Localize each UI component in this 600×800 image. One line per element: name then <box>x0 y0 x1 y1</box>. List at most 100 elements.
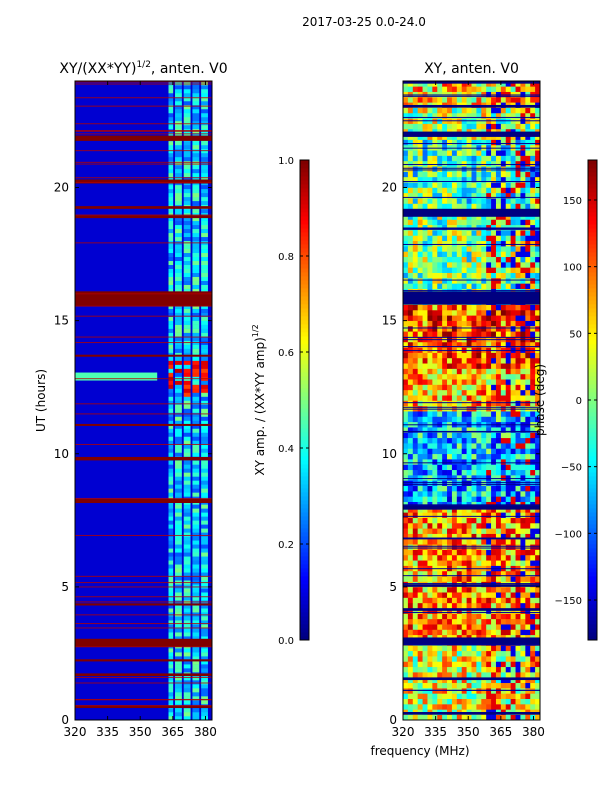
phase-cell <box>530 522 536 529</box>
phase-cell <box>476 698 482 705</box>
phase-cell <box>520 176 526 183</box>
phase-cell <box>471 384 477 391</box>
phase-cell <box>442 251 448 258</box>
phase-cell <box>437 331 443 337</box>
amp-column-cell <box>183 280 191 285</box>
phase-cell <box>505 629 511 636</box>
phase-cell <box>476 341 482 348</box>
phase-cell <box>495 389 502 396</box>
phase-cell <box>432 331 438 337</box>
phase-cell <box>491 262 497 268</box>
phase-cell <box>510 437 516 444</box>
phase-cell <box>471 357 477 364</box>
phase-cell <box>486 549 492 556</box>
phase-flag-line <box>403 116 540 118</box>
amp-column-cell <box>183 592 191 597</box>
amp-column-cell <box>175 552 182 557</box>
phase-colorbar-step <box>588 416 597 421</box>
amp-colorbar-step <box>300 236 309 241</box>
phase-cell <box>437 203 443 210</box>
phase-cell <box>525 171 531 178</box>
phase-cell <box>437 182 443 188</box>
phase-flag-line <box>403 538 540 540</box>
phase-cell <box>515 672 521 678</box>
phase-flag-line <box>403 430 540 432</box>
phase-cell <box>437 704 443 710</box>
phase-cell <box>471 155 477 162</box>
phase-cell <box>525 656 531 662</box>
phase-cell <box>403 363 409 369</box>
phase-cell <box>432 198 438 204</box>
phase-cell <box>535 112 541 119</box>
phase-cell <box>495 656 502 662</box>
phase-cell <box>515 592 521 598</box>
phase-cell <box>495 160 502 167</box>
phase-colorbar-step <box>588 556 597 561</box>
phase-cell <box>447 368 453 375</box>
amp-column-cell <box>192 568 200 573</box>
amp-column-cell <box>192 188 200 194</box>
phase-cell <box>407 677 414 684</box>
phase-cell <box>422 150 428 156</box>
phase-cell <box>486 112 492 119</box>
phase-cell <box>461 379 467 385</box>
amp-column-cell <box>192 572 200 577</box>
phase-cell <box>486 262 492 268</box>
phase-cell <box>451 533 458 540</box>
phase-cell <box>520 512 526 518</box>
phase-cell <box>407 278 414 284</box>
amp-column-cell <box>192 81 200 86</box>
phase-cell <box>510 517 516 524</box>
phase-cell <box>437 123 443 130</box>
amp-column-cell <box>168 188 174 194</box>
phase-cell <box>437 507 443 513</box>
phase-cell <box>447 320 453 327</box>
phase-cell <box>412 176 418 183</box>
phase-cell <box>535 714 541 721</box>
phase-cell <box>505 464 511 471</box>
phase-cell <box>461 150 467 156</box>
phase-cell <box>525 624 531 630</box>
amp-colorbar-step <box>300 416 309 421</box>
phase-cell <box>432 304 438 311</box>
phase-colorbar-step <box>588 604 597 609</box>
phase-cell <box>500 528 507 534</box>
amp-column-cell <box>201 528 208 533</box>
phase-cell <box>451 560 458 566</box>
phase-cell <box>437 661 443 668</box>
phase-cell <box>510 81 516 87</box>
phase-cell <box>486 656 492 662</box>
phase-cell <box>437 522 443 529</box>
phase-cell <box>422 427 428 433</box>
amp-column-cell <box>183 560 191 565</box>
phase-cell <box>491 677 497 684</box>
phase-cell <box>403 389 409 396</box>
amp-column-cell <box>175 656 182 661</box>
amp-column-cell <box>201 140 208 146</box>
phase-cell <box>422 166 428 172</box>
amp-column-cell <box>168 264 174 270</box>
phase-cell <box>456 693 463 699</box>
phase-cell <box>471 283 477 289</box>
phase-cell <box>412 91 418 98</box>
amp-column-cell <box>183 396 191 401</box>
phase-cell <box>403 464 409 471</box>
phase-cell <box>530 666 536 673</box>
phase-cell <box>515 645 521 652</box>
phase-cell <box>525 309 531 316</box>
phase-cell <box>427 81 433 87</box>
phase-cell <box>505 586 511 593</box>
phase-cell <box>451 491 458 497</box>
amp-column-cell <box>192 408 200 413</box>
phase-cell <box>407 469 414 476</box>
amp-column-cell <box>168 444 174 449</box>
amp-colorbar-step <box>300 304 309 309</box>
phase-cell <box>427 96 433 103</box>
phase-cell <box>451 448 458 455</box>
phase-cell <box>486 682 492 689</box>
amp-column-cell <box>201 192 208 198</box>
phase-cell <box>437 624 443 630</box>
phase-cell <box>432 203 438 210</box>
phase-cell <box>510 427 516 433</box>
phase-cell <box>437 443 443 449</box>
